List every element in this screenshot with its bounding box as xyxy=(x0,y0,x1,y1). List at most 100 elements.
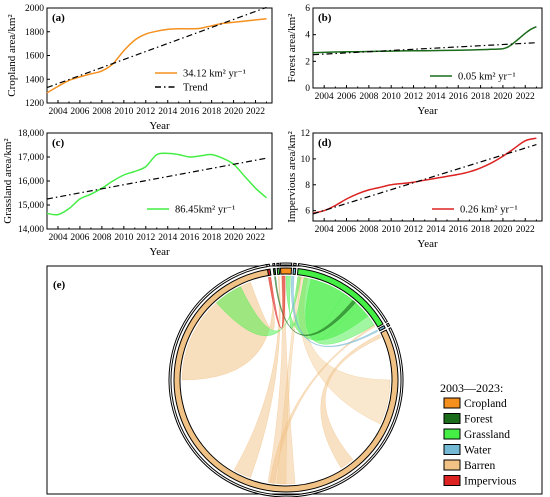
x-tick-label: 2004 xyxy=(48,107,67,117)
series-line xyxy=(46,17,267,94)
x-tick-label: 2004 xyxy=(315,225,334,235)
x-tick-label: 2014 xyxy=(426,92,445,102)
y-tick-label: 1600 xyxy=(25,52,44,62)
plot-frame xyxy=(312,132,543,222)
x-tick-label: 2014 xyxy=(158,233,177,243)
panel-label: (e) xyxy=(53,279,66,291)
series-line xyxy=(46,152,267,216)
x-axis-label: Year xyxy=(149,120,170,132)
y-tick-label: 2000 xyxy=(25,4,44,14)
chord-arc-grassland xyxy=(276,267,281,275)
x-tick-label: 2020 xyxy=(224,107,243,117)
legend-swatch-grassland xyxy=(443,428,461,440)
x-tick-label: 2012 xyxy=(136,107,155,117)
legend-label: 34.12 km² yr⁻¹ xyxy=(183,69,246,80)
legend-swatch-barren xyxy=(443,459,461,471)
y-tick-label: 1200 xyxy=(25,99,44,109)
legend-label-forest: Forest xyxy=(464,414,494,426)
legend-label: 0.26 km² yr⁻¹ xyxy=(460,205,518,216)
x-axis-label: Year xyxy=(417,238,438,250)
x-axis-label: Year xyxy=(149,246,170,258)
chord-legend: 2003—2023: Cropland Forest Grassland Water Ba… xyxy=(440,381,517,488)
x-tick-label: 2010 xyxy=(114,107,133,117)
chord-ribbon-barren xyxy=(320,334,382,469)
x-tick-label: 2018 xyxy=(471,92,490,102)
chord-outer-tick xyxy=(276,262,280,266)
y-tick-label: 10 xyxy=(301,155,311,165)
chord-ribbon-impervious xyxy=(268,275,286,329)
x-tick-label: 2014 xyxy=(158,107,177,117)
x-tick-label: 2020 xyxy=(224,233,243,243)
legend: 86.45km² yr⁻¹ xyxy=(147,205,235,216)
y-tick-label: 6 xyxy=(305,4,310,14)
legend-label-cropland: Cropland xyxy=(464,398,507,410)
legend-label: 86.45km² yr⁻¹ xyxy=(175,205,235,216)
legend-label-impervious: Impervious xyxy=(464,476,517,488)
legend-swatch-forest xyxy=(443,413,461,424)
panel-label: (d) xyxy=(318,137,332,149)
y-axis-label: Impervious area/km² xyxy=(286,131,298,223)
chart-panel-0: 2004 2006 2008 2010 2012 2014 2016 2018 2020 2022… xyxy=(6,4,273,132)
chord-ribbon-water xyxy=(290,275,379,347)
chart-panel-3: 2004 2006 2008 2010 2012 2014 2016 2018 2020 2022… xyxy=(286,129,543,250)
x-tick-label: 2008 xyxy=(359,92,378,102)
trend-line xyxy=(312,144,537,215)
chord-arc-grassland xyxy=(296,268,384,328)
y-tick-label: 8 xyxy=(305,181,310,191)
chord-outer-tick xyxy=(385,322,391,328)
panel-frame xyxy=(46,265,543,495)
y-axis-label: Forest area/km² xyxy=(286,13,298,83)
y-tick-label: 4 xyxy=(305,31,310,41)
chord-ribbon-barren xyxy=(181,276,275,381)
plot-frame xyxy=(312,7,543,89)
chord-outer-tick xyxy=(293,262,297,266)
chord-arc-water xyxy=(378,325,386,332)
x-tick-label: 2022 xyxy=(246,107,265,117)
chord-arc-water xyxy=(292,267,297,275)
x-axis-label: Year xyxy=(417,105,438,117)
x-tick-label: 2018 xyxy=(202,107,221,117)
y-tick-label: 1800 xyxy=(25,28,44,38)
x-tick-label: 2004 xyxy=(48,233,67,243)
y-tick-label: 2 xyxy=(305,57,310,67)
legend-swatch-cropland xyxy=(443,397,461,409)
x-tick-label: 2016 xyxy=(449,225,468,235)
x-tick-label: 2006 xyxy=(337,92,356,102)
x-tick-label: 2016 xyxy=(449,92,468,102)
x-tick-label: 2016 xyxy=(180,233,199,243)
y-tick-label: 1400 xyxy=(25,75,44,85)
x-tick-label: 2014 xyxy=(426,225,445,235)
chord-ribbon-barren xyxy=(267,275,296,485)
x-tick-label: 2022 xyxy=(516,225,535,235)
x-tick-label: 2022 xyxy=(246,233,265,243)
chord-outer-tick xyxy=(168,264,404,497)
chord-arcs xyxy=(168,262,404,497)
x-tick-label: 2016 xyxy=(180,107,199,117)
x-tick-label: 2008 xyxy=(359,225,378,235)
legend: 0.05 km² yr⁻¹ xyxy=(430,72,516,83)
x-tick-label: 2012 xyxy=(404,225,423,235)
legend-label: Trend xyxy=(183,83,208,94)
x-tick-label: 2010 xyxy=(382,92,401,102)
legend-label-grassland: Grassland xyxy=(464,429,510,441)
y-axis-label: Cropland area/km² xyxy=(6,14,18,97)
x-tick-label: 2006 xyxy=(70,233,89,243)
y-tick-label: 14,000 xyxy=(18,225,44,235)
x-tick-label: 2006 xyxy=(337,225,356,235)
chord-ribbon-grassland xyxy=(216,276,301,336)
trend-line xyxy=(46,6,267,89)
panel-label: (b) xyxy=(318,12,332,24)
x-tick-label: 2022 xyxy=(516,92,535,102)
chord-outer-tick xyxy=(297,263,389,324)
chart-panel-1: 2004 2006 2008 2010 2012 2014 2016 2018 2020 2022… xyxy=(286,4,543,117)
y-tick-label: 15,000 xyxy=(18,201,44,211)
chord-diagram-e: (e) 2003—2023: Cropland Forest Grassland Wate… xyxy=(46,262,543,497)
chord-outer-tick xyxy=(272,263,276,267)
legend-label-water: Water xyxy=(464,445,491,457)
x-tick-label: 2010 xyxy=(114,233,133,243)
x-tick-label: 2012 xyxy=(136,233,155,243)
legend: 34.12 km² yr⁻¹ Trend xyxy=(155,69,246,94)
legend: 0.26 km² yr⁻¹ xyxy=(432,205,518,216)
x-tick-label: 2008 xyxy=(92,107,111,117)
